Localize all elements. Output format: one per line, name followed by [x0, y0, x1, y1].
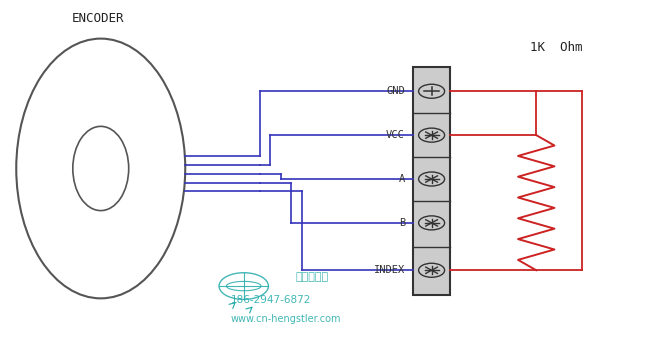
FancyBboxPatch shape — [413, 67, 450, 295]
Text: 西安德伍拓: 西安德伍拓 — [296, 272, 329, 282]
Text: GND: GND — [386, 86, 405, 96]
Text: A: A — [398, 174, 405, 184]
Text: B: B — [398, 218, 405, 228]
Text: www.cn-hengstler.com: www.cn-hengstler.com — [231, 314, 341, 324]
Text: ENCODER: ENCODER — [72, 12, 124, 25]
Text: INDEX: INDEX — [374, 265, 405, 275]
Text: VCC: VCC — [386, 130, 405, 140]
Text: 186-2947-6872: 186-2947-6872 — [231, 295, 311, 305]
Text: 1K  Ohm: 1K Ohm — [530, 41, 582, 54]
